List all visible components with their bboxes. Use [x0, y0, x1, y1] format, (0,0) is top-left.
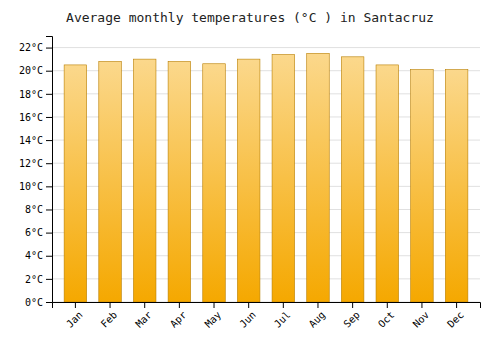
y-tick-label: 18°C	[19, 89, 43, 100]
x-tick: Jan	[64, 302, 85, 330]
grid	[52, 48, 480, 302]
x-tick-label: Sep	[341, 309, 362, 330]
y-tick-mark	[46, 163, 52, 164]
x-tick-mark	[283, 302, 284, 308]
y-tick: 14°C	[19, 135, 52, 146]
grid-line	[52, 47, 480, 48]
bar	[376, 65, 399, 302]
x-tick-label: Jun	[237, 309, 258, 330]
x-tick: Jul	[272, 302, 293, 330]
x-tick-label: Apr	[168, 309, 189, 330]
bar	[168, 61, 191, 302]
x-tick-mark	[110, 302, 111, 308]
y-tick-label: 8°C	[25, 204, 43, 215]
x-tick: Dec	[445, 302, 466, 330]
y-tick: 18°C	[19, 89, 52, 100]
x-axis-line	[53, 303, 481, 309]
y-tick: 20°C	[19, 65, 52, 76]
y-tick-mark	[46, 256, 52, 257]
y-tick: 8°C	[25, 204, 52, 215]
x-tick: Oct	[376, 302, 397, 330]
x-tick-label: Aug	[307, 309, 328, 330]
plot: 0°C 2°C 4°C 6°C 8°C 10°C 12°C 14°C 16°C 18°C 20°C 2…	[19, 37, 481, 330]
y-tick-label: 6°C	[25, 227, 43, 238]
y-tick: 22°C	[19, 42, 52, 53]
y-tick-label: 10°C	[19, 181, 43, 192]
bar	[445, 70, 468, 302]
bar	[99, 61, 122, 302]
x-tick: Aug	[307, 302, 328, 330]
y-tick-mark	[46, 209, 52, 210]
y-tick: 12°C	[19, 158, 52, 169]
x-tick: Feb	[99, 302, 120, 330]
y-tick: 16°C	[19, 112, 52, 123]
x-tick: Jun	[237, 302, 258, 330]
x-tick-mark	[352, 302, 353, 308]
y-tick: 4°C	[25, 250, 52, 261]
title: Average monthly temperatures (°C ) in Sa…	[66, 10, 434, 25]
y-tick-mark	[46, 71, 52, 72]
y-tick-mark	[46, 279, 52, 280]
x-tick: May	[203, 302, 224, 330]
y-tick: 10°C	[19, 181, 52, 192]
y-tick-label: 22°C	[19, 42, 43, 53]
x-tick: Mar	[133, 302, 154, 330]
y-tick-label: 2°C	[25, 274, 43, 285]
y-tick-label: 16°C	[19, 112, 43, 123]
x-tick-mark	[317, 302, 318, 308]
x-tick-label: May	[203, 309, 224, 330]
x-tick-label: Feb	[99, 309, 120, 330]
bar	[133, 59, 156, 302]
x-tick-mark	[179, 302, 180, 308]
x-tick-label: Jul	[272, 309, 293, 330]
bar	[272, 55, 295, 302]
x-tick-mark	[214, 302, 215, 308]
x-tick-mark	[456, 302, 457, 308]
y-tick-label: 12°C	[19, 158, 43, 169]
x-tick-mark	[421, 302, 422, 308]
bar	[203, 64, 226, 302]
x-tick-mark	[387, 302, 388, 308]
y-tick-mark	[46, 186, 52, 187]
y-tick-mark	[46, 48, 52, 49]
bar	[411, 70, 434, 302]
x-tick-label: Jan	[64, 309, 85, 330]
y-tick-label: 4°C	[25, 250, 43, 261]
x-tick-label: Mar	[133, 309, 154, 330]
y-tick-label: 14°C	[19, 135, 43, 146]
y-tick-mark	[46, 94, 52, 95]
x-tick-label: Dec	[445, 309, 466, 330]
x-tick-mark	[248, 302, 249, 308]
y-tick-mark	[46, 302, 52, 303]
x-tick-mark	[75, 302, 76, 308]
x-tick: Nov	[411, 302, 432, 330]
y-tick-mark	[46, 233, 52, 234]
y-tick-label: 20°C	[19, 65, 43, 76]
x-tick: Sep	[341, 302, 362, 330]
bar	[64, 65, 87, 302]
y-axis-line	[46, 37, 53, 303]
bars	[64, 53, 468, 302]
y-tick: 6°C	[25, 227, 52, 238]
x-tick-label: Oct	[376, 309, 397, 330]
chart: 0°C 2°C 4°C 6°C 8°C 10°C 12°C 14°C 16°C 18°C 20°C 2…	[0, 0, 500, 350]
y-tick: 2°C	[25, 274, 52, 285]
y-tick-label: 0°C	[25, 297, 43, 308]
bar	[341, 57, 364, 302]
x-tick-mark	[144, 302, 145, 308]
y-tick-mark	[46, 117, 52, 118]
y-tick-mark	[46, 140, 52, 141]
x-tick-label: Nov	[411, 309, 432, 330]
bar	[237, 59, 260, 302]
bar	[307, 53, 330, 302]
y-axis: 0°C 2°C 4°C 6°C 8°C 10°C 12°C 14°C 16°C 18°C 20°C 2…	[19, 37, 53, 308]
y-tick: 0°C	[25, 297, 52, 308]
x-axis: Jan Feb Mar Apr May Jun Jul Aug Sep Oct Nov Dec	[53, 302, 481, 330]
x-tick: Apr	[168, 302, 189, 330]
